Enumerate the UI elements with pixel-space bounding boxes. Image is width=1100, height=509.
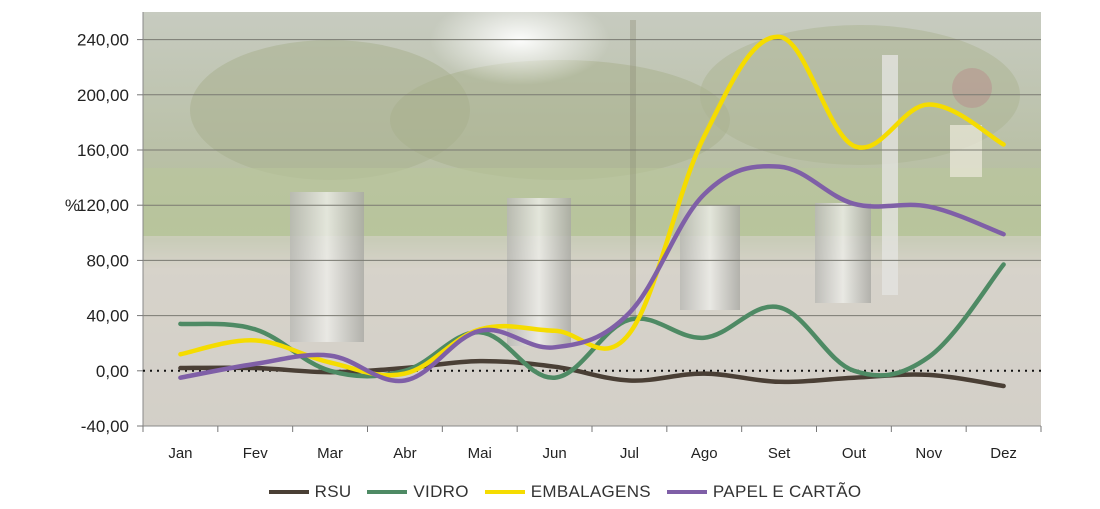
legend-item: RSU (268, 482, 352, 502)
legend-item: EMBALAGENS (484, 482, 651, 502)
x-tick-label: Jun (542, 445, 566, 462)
y-axis-label: % (65, 196, 80, 215)
legend-swatch (666, 490, 707, 494)
legend-label: RSU (314, 482, 352, 501)
x-tick-label: Jan (168, 445, 192, 462)
series-line-embalagens (178, 34, 1006, 378)
x-tick-label: Jul (620, 445, 639, 462)
legend-item: VIDRO (367, 482, 468, 502)
legend-swatch (367, 490, 408, 494)
legend-swatch (268, 490, 309, 494)
y-tick-label: 80,00 (86, 251, 129, 270)
y-tick-label: 160,00 (77, 141, 129, 160)
series-line-papel-e-cart-o (178, 163, 1006, 384)
legend-label: EMBALAGENS (530, 482, 651, 501)
y-axis: -40,00 0,00 40,00 80,00 120,00 160,00 200,00 24… (77, 31, 143, 436)
legend: RSU VIDRO EMBALAGENS PAPEL E CARTÃO (0, 482, 1100, 508)
background-photo (143, 12, 1041, 426)
x-tick-label: Set (768, 445, 791, 462)
x-tick-label: Abr (393, 445, 416, 462)
legend-label: PAPEL E CARTÃO (712, 482, 862, 501)
x-tick-label: Fev (243, 445, 269, 462)
y-tick-label: 40,00 (86, 307, 129, 326)
series-line-rsu (178, 358, 1006, 389)
x-tick-label: Ago (691, 445, 718, 462)
y-tick-label: 0,00 (96, 362, 129, 381)
legend-item: PAPEL E CARTÃO (666, 482, 862, 502)
x-tick-label: Dez (990, 445, 1017, 462)
x-tick-label: Mar (317, 445, 343, 462)
y-tick-label: 120,00 (77, 196, 129, 215)
x-tick-label: Nov (915, 445, 942, 462)
y-tick-label: 240,00 (77, 31, 129, 50)
x-axis: Jan Fev Mar Abr Mai Jun Jul Ago Set Out Nov Dez (142, 426, 1042, 462)
series-lines (178, 34, 1006, 389)
legend-label: VIDRO (413, 482, 469, 501)
y-tick-label: -40,00 (81, 417, 129, 436)
legend-swatch (484, 490, 525, 494)
x-tick-label: Out (842, 445, 867, 462)
y-tick-label: 200,00 (77, 86, 129, 105)
x-tick-label: Mai (468, 445, 492, 462)
series-line-vidro (178, 262, 1006, 380)
